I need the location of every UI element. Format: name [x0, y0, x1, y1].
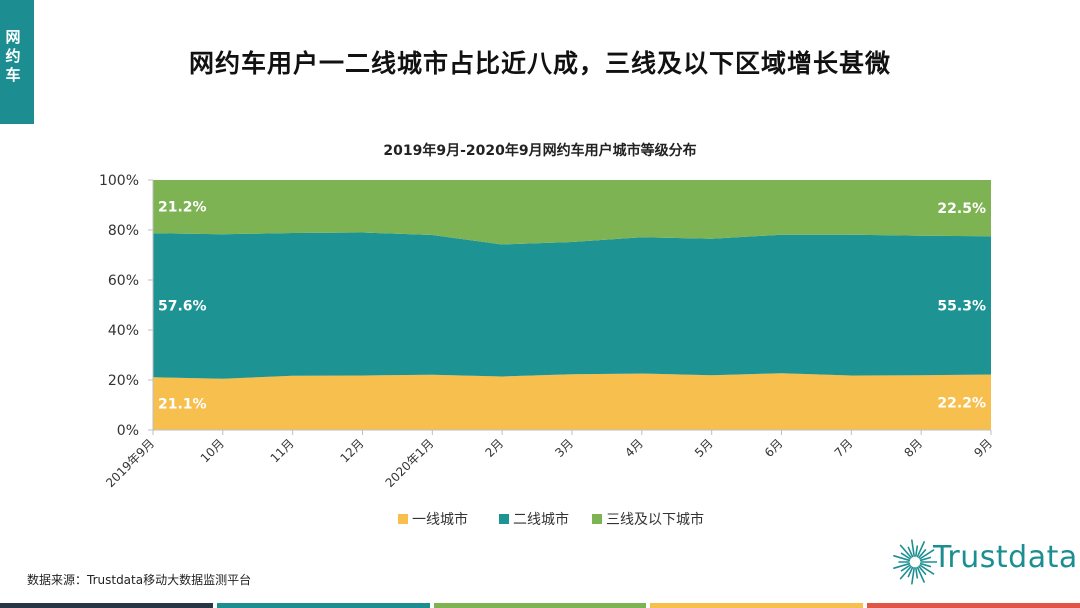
data-label: 22.2% [937, 395, 986, 411]
side-tab-label: 网约车 [5, 28, 21, 84]
data-label: 22.5% [937, 201, 986, 217]
y-tick-label: 0% [117, 423, 139, 439]
legend-swatch [499, 514, 509, 524]
x-tick-label: 7月 [832, 436, 856, 460]
x-tick-label: 12月 [337, 436, 366, 465]
legend-swatch [398, 514, 408, 524]
bottom-bar-segment [216, 603, 430, 608]
x-tick-label: 2020年1月 [383, 436, 437, 490]
y-tick-label: 20% [108, 373, 139, 389]
x-tick-label: 2019年9月 [103, 436, 157, 490]
area-series-3 [153, 180, 991, 245]
area-series-1 [153, 373, 991, 430]
trustdata-logo: Trustdata [893, 532, 1077, 592]
bottom-color-bar [0, 603, 1080, 608]
x-tick-label: 8月 [902, 436, 926, 460]
x-tick-label: 2月 [483, 436, 507, 460]
data-label: 21.2% [158, 200, 207, 216]
bottom-bar-segment [650, 603, 864, 608]
x-tick-label: 3月 [552, 436, 576, 460]
y-tick-label: 100% [99, 173, 139, 189]
data-label: 21.1% [158, 397, 207, 413]
x-tick-label: 5月 [692, 436, 716, 460]
x-tick-label: 9月 [971, 436, 995, 460]
y-tick-label: 60% [108, 273, 139, 289]
logo-text: Trustdata [933, 540, 1078, 575]
legend-label: 二线城市 [513, 511, 569, 528]
side-tab: 网约车 [0, 0, 34, 124]
bottom-bar-segment [0, 603, 213, 608]
data-label: 55.3% [937, 298, 986, 314]
x-tick-label: 11月 [268, 436, 297, 465]
page-title: 网约车用户一二线城市占比近八成，三线及以下区域增长甚微 [188, 49, 891, 78]
y-tick-label: 80% [108, 223, 139, 239]
x-tick-label: 4月 [622, 436, 646, 460]
bottom-bar-segment [867, 603, 1080, 608]
legend-swatch [592, 514, 602, 524]
y-tick-label: 40% [108, 323, 139, 339]
bottom-bar-segment [433, 603, 647, 608]
data-source-note: 数据来源：Trustdata移动大数据监测平台 [27, 573, 252, 587]
data-label: 57.6% [158, 298, 207, 314]
sunburst-logo-icon [893, 539, 938, 585]
x-tick-label: 10月 [198, 436, 227, 465]
area-series-2 [153, 232, 991, 379]
x-tick-label: 6月 [762, 436, 786, 460]
chart-title: 2019年9月-2020年9月网约车用户城市等级分布 [383, 142, 696, 159]
legend-label: 三线及以下城市 [606, 511, 704, 528]
legend-label: 一线城市 [412, 511, 468, 528]
